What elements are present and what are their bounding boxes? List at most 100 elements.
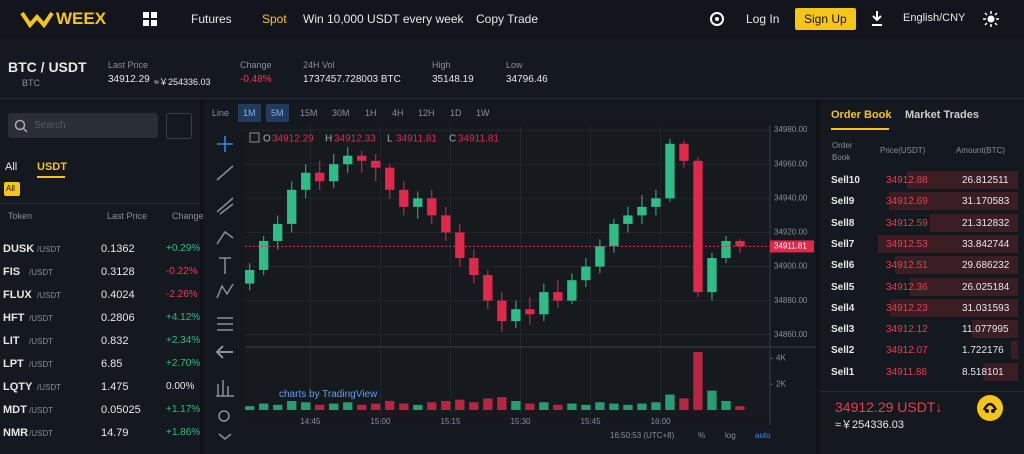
divider bbox=[820, 391, 1024, 392]
logo-text[interactable]: WEEX bbox=[56, 9, 107, 28]
token-name[interactable]: DUSK bbox=[3, 243, 35, 255]
interval-button[interactable]: 1M bbox=[238, 104, 261, 122]
x-tick-label: 15:00 bbox=[370, 417, 391, 426]
divider bbox=[0, 203, 200, 204]
interval-button[interactable]: 1D bbox=[450, 108, 462, 118]
table-header: Token bbox=[8, 211, 33, 221]
drawing-tools[interactable] bbox=[208, 128, 242, 448]
book-side: Sell4 bbox=[831, 302, 855, 314]
stat-value: 35148.19 bbox=[432, 74, 474, 85]
y-tick-label: 34920.00 bbox=[774, 228, 808, 237]
interval-button[interactable]: 1H bbox=[365, 108, 377, 118]
download-icon[interactable] bbox=[871, 11, 883, 27]
market-tab[interactable]: All bbox=[5, 161, 18, 173]
candle-body bbox=[581, 266, 591, 281]
scale-option[interactable]: auto bbox=[755, 431, 771, 440]
theme-icon[interactable] bbox=[983, 11, 999, 27]
token-quote: /USDT bbox=[29, 337, 53, 346]
volume-bar bbox=[595, 402, 605, 410]
legend-key: O bbox=[263, 134, 271, 145]
settings-icon[interactable] bbox=[709, 11, 725, 27]
candle-body bbox=[329, 164, 339, 182]
token-name[interactable]: LQTY bbox=[3, 381, 33, 393]
candle-body bbox=[623, 215, 633, 224]
token-change: -0.22% bbox=[166, 266, 198, 277]
interval-button[interactable]: 12H bbox=[418, 108, 435, 118]
volume-bar bbox=[329, 403, 339, 410]
candle-body bbox=[735, 240, 745, 247]
candle-body bbox=[539, 292, 549, 315]
scale-option[interactable]: log bbox=[725, 431, 736, 440]
book-tab[interactable]: Order Book bbox=[831, 109, 892, 121]
market-tab[interactable]: USDT bbox=[37, 161, 67, 173]
search-icon bbox=[14, 119, 28, 133]
token-change: +2.70% bbox=[166, 358, 201, 369]
search-box[interactable] bbox=[8, 113, 158, 138]
swap-button[interactable] bbox=[166, 113, 192, 139]
apps-icon[interactable] bbox=[143, 12, 157, 26]
volume-bar bbox=[385, 400, 395, 410]
book-amount: 29.686232 bbox=[962, 260, 1010, 272]
support-icon[interactable] bbox=[976, 394, 1004, 422]
volume-bar bbox=[567, 403, 577, 410]
token-quote: /USDT bbox=[37, 383, 61, 392]
volume-bar bbox=[455, 399, 465, 410]
depth-bar bbox=[910, 277, 1018, 296]
interval-button[interactable]: 30M bbox=[332, 108, 350, 118]
token-name[interactable]: LPT bbox=[3, 358, 24, 370]
legend-key: H bbox=[325, 134, 332, 145]
book-amount: 26.025184 bbox=[962, 281, 1010, 293]
candle-body bbox=[245, 269, 255, 284]
stat-label: High bbox=[432, 60, 451, 70]
book-tab[interactable]: Market Trades bbox=[905, 109, 979, 121]
nav-item[interactable]: Copy Trade bbox=[476, 12, 539, 26]
book-price: 34912.23 bbox=[886, 302, 928, 314]
interval-button[interactable]: 5M bbox=[266, 104, 289, 122]
candle-body bbox=[651, 198, 661, 207]
token-change: +0.29% bbox=[166, 243, 201, 254]
token-quote: /USDT bbox=[37, 245, 61, 254]
token-name[interactable]: FLUX bbox=[3, 289, 32, 301]
filter-chip[interactable]: All bbox=[6, 184, 15, 193]
book-price: 34912.59 bbox=[886, 217, 928, 229]
interval-button[interactable]: Line bbox=[212, 108, 230, 118]
token-name[interactable]: FIS bbox=[3, 266, 21, 278]
candle-body bbox=[301, 172, 311, 190]
nav-item[interactable]: Futures bbox=[191, 12, 232, 26]
token-name[interactable]: LIT bbox=[3, 335, 20, 347]
volume-bar bbox=[553, 404, 563, 410]
logo-icon bbox=[20, 11, 54, 29]
token-name[interactable]: NMR bbox=[3, 427, 29, 439]
book-amount: 21.312832 bbox=[962, 217, 1010, 229]
volume-bar bbox=[609, 403, 619, 410]
depth-bar bbox=[907, 171, 1018, 189]
interval-button[interactable]: 1W bbox=[476, 108, 490, 118]
volume-bar bbox=[441, 400, 451, 410]
language-select[interactable]: English/CNY bbox=[903, 12, 966, 24]
x-tick-label: 15:30 bbox=[510, 417, 531, 426]
x-tick-label: 15:15 bbox=[440, 417, 461, 426]
interval-button[interactable]: 15M bbox=[300, 108, 318, 118]
token-price: 0.2806 bbox=[101, 312, 135, 324]
book-header: Order Book bbox=[832, 141, 853, 162]
scale-option[interactable]: % bbox=[698, 431, 706, 440]
book-price: 34911.88 bbox=[886, 366, 927, 378]
last-price-cny: ≈￥254336.03 bbox=[154, 77, 211, 87]
book-amount: 1.722176 bbox=[962, 345, 1004, 357]
token-name[interactable]: MDT bbox=[3, 404, 27, 416]
token-name[interactable]: HFT bbox=[3, 312, 25, 324]
signup-button[interactable]: Sign Up bbox=[795, 8, 856, 30]
candle-body bbox=[525, 309, 535, 315]
y-tick-label: 34940.00 bbox=[774, 193, 808, 202]
last-price: 34912.29 bbox=[108, 74, 150, 85]
legend-value: 34912.33 bbox=[334, 134, 376, 145]
nav-item[interactable]: Spot bbox=[262, 12, 287, 26]
y2-tick-label: 4K bbox=[776, 354, 786, 363]
candle-body bbox=[609, 223, 619, 247]
stat-value: 34796.46 bbox=[506, 74, 548, 85]
interval-button[interactable]: 4H bbox=[392, 108, 404, 118]
login-link[interactable]: Log In bbox=[746, 12, 780, 26]
x-tick-label: 16:00 bbox=[651, 417, 672, 426]
nav-item[interactable]: Win 10,000 USDT every week bbox=[303, 12, 464, 26]
book-price: 34912.69 bbox=[886, 196, 928, 208]
